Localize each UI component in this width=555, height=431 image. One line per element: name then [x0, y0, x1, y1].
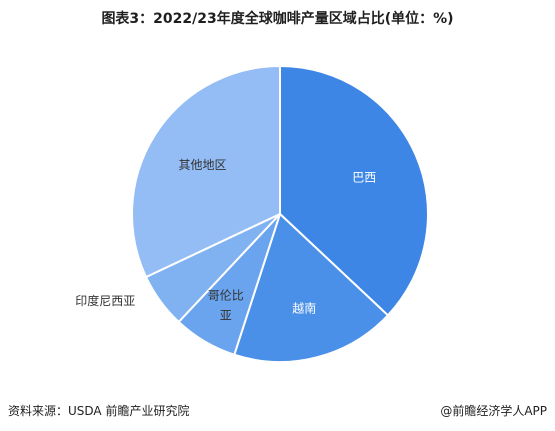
- source-note: 资料来源：USDA 前瞻产业研究院: [8, 404, 190, 418]
- slice-label-other: 其他地区: [179, 158, 227, 172]
- slice-label-vietnam: 越南: [292, 301, 316, 316]
- slice-label-colombia-line2: 亚: [220, 309, 232, 323]
- pie-slices: [131, 64, 429, 363]
- slice-label-indonesia: 印度尼西亚: [75, 293, 135, 308]
- brand-note: @前瞻经济学人APP: [440, 404, 547, 418]
- slice-label-brazil: 巴西: [352, 171, 376, 185]
- slice-label-colombia-line1: 哥伦比: [208, 288, 244, 303]
- slice-brazil: [279, 64, 429, 317]
- slice-vietnam: [233, 212, 390, 363]
- slice-other: [131, 64, 281, 279]
- chart-title: 图表3：2022/23年度全球咖啡产量区域占比(单位：%): [101, 11, 454, 27]
